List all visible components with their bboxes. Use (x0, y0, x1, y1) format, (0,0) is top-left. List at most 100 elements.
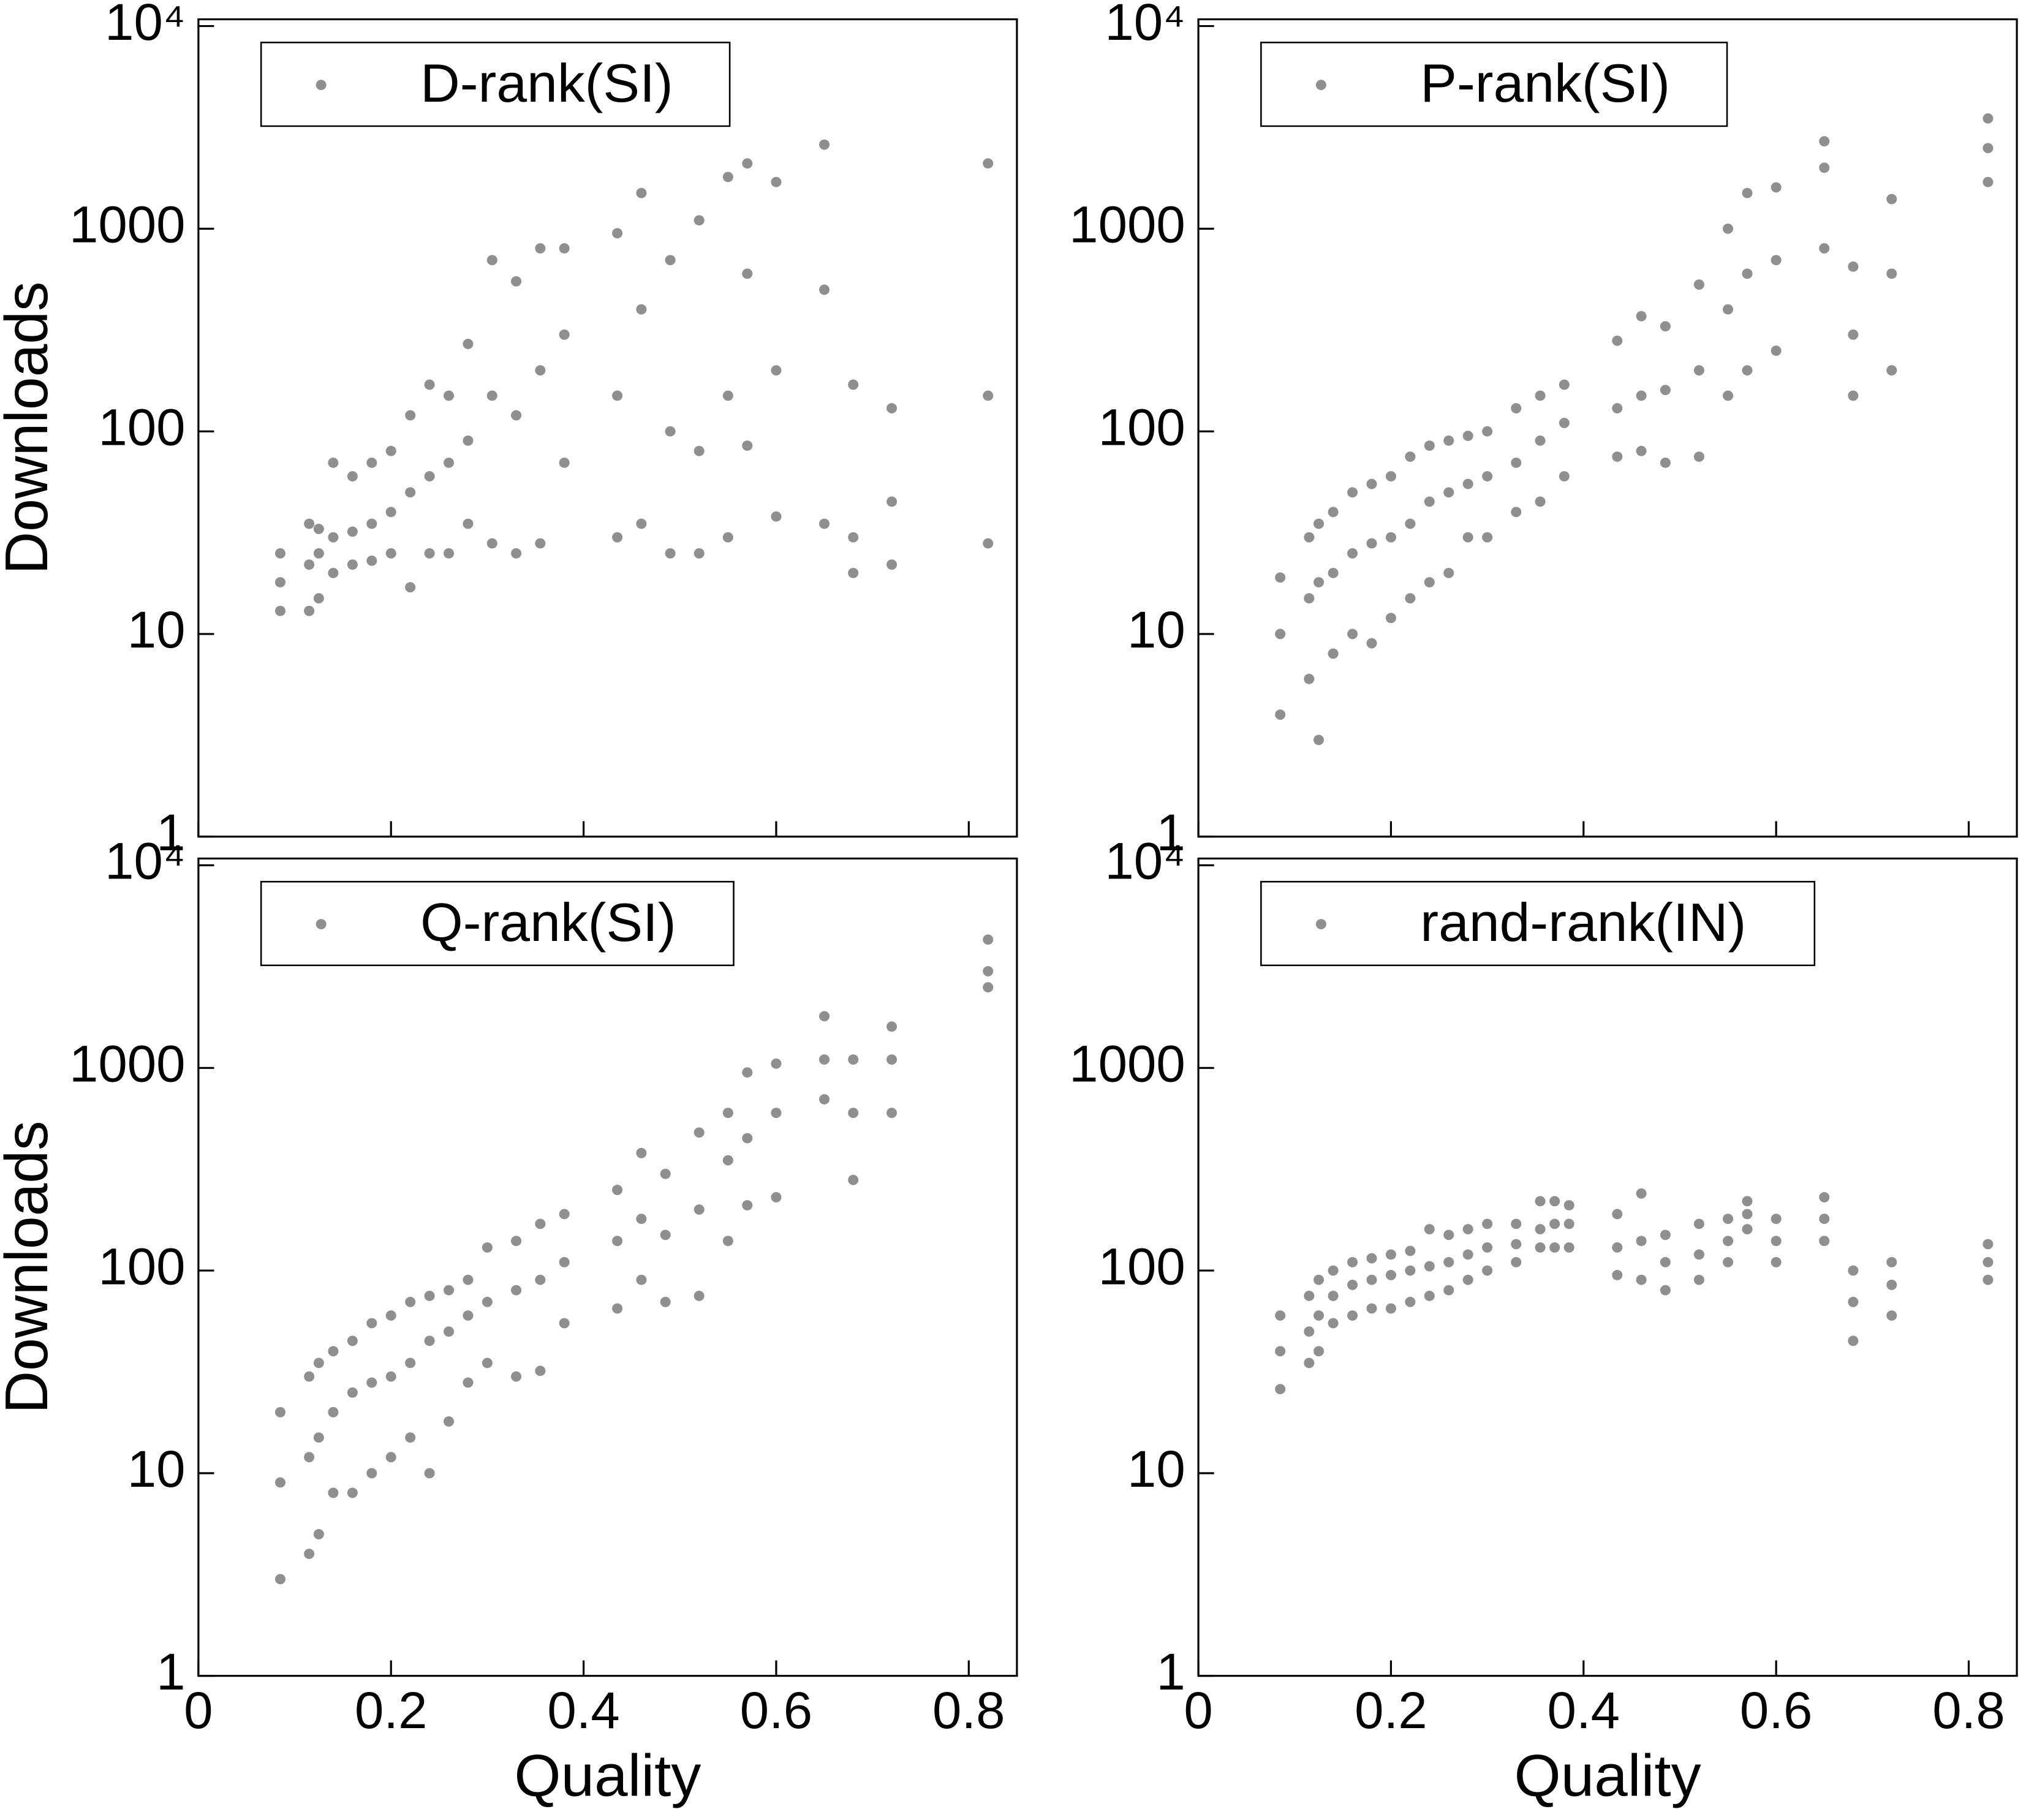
scatter-point (1723, 1236, 1734, 1247)
scatter-point (385, 1452, 396, 1463)
scatter-point (1636, 1188, 1647, 1199)
scatter-point (1636, 390, 1647, 401)
scatter-point (636, 304, 647, 315)
scatter-point (1462, 1249, 1473, 1260)
scatter-point (444, 1416, 455, 1427)
scatter-point (1424, 577, 1435, 587)
scatter-point (424, 379, 435, 390)
scatter-point (742, 1200, 753, 1210)
scatter-point (983, 982, 994, 993)
scatter-point (612, 390, 623, 401)
scatter-point (1424, 440, 1435, 451)
y-tick-label: 1000 (69, 1035, 186, 1092)
legend-marker (316, 919, 327, 930)
scatter-point (1549, 1242, 1560, 1253)
y-tick-label: 1 (156, 1642, 185, 1700)
scatter-point (1636, 1274, 1647, 1285)
scatter-point (1886, 1310, 1897, 1321)
scatter-point (274, 1407, 286, 1418)
scatter-point (1559, 418, 1570, 428)
scatter-point (848, 379, 859, 390)
scatter-point (463, 1274, 474, 1285)
scatter-point (1462, 532, 1473, 543)
scatter-point (1443, 1285, 1454, 1296)
scatter-point (1742, 268, 1753, 279)
scatter-point (1636, 311, 1647, 322)
scatter-point (1462, 431, 1473, 441)
plot-frame (1197, 18, 2018, 838)
scatter-point (328, 532, 339, 543)
legend-label: Q-rank(SI) (420, 893, 676, 953)
scatter-point (848, 1108, 859, 1119)
scatter-point (366, 518, 377, 529)
x-tick-label: 0.8 (932, 1681, 1005, 1739)
scatter-point (1328, 507, 1339, 518)
scatter-point (1819, 243, 1830, 254)
scatter-point (983, 390, 994, 401)
scatter-point (1366, 478, 1377, 489)
scatter-point (424, 1335, 435, 1346)
scatter-point (1424, 496, 1435, 507)
scatter-point (511, 1236, 522, 1247)
scatter-point (848, 532, 859, 543)
scatter-point (636, 1274, 647, 1285)
x-tick-label: 0 (1184, 1681, 1212, 1739)
scatter-point (771, 511, 782, 522)
scatter-point (1693, 1249, 1704, 1260)
scatter-point (535, 1365, 546, 1376)
scatter-point (1304, 593, 1315, 604)
scatter-point (347, 471, 358, 481)
y-tick-label: 10 (1127, 1440, 1185, 1498)
scatter-point (819, 284, 830, 295)
scatter-point (722, 1236, 733, 1247)
scatter-point (304, 1549, 315, 1559)
legend-box (260, 881, 735, 967)
scatter-point (405, 487, 416, 498)
scatter-point (1660, 1229, 1671, 1240)
scatter-point (1328, 567, 1339, 578)
scatter-point (1462, 1224, 1473, 1234)
scatter-point (665, 426, 676, 437)
scatter-point (313, 524, 324, 534)
scatter-point (463, 518, 474, 529)
scatter-point (1347, 548, 1358, 559)
scatter-point (1886, 194, 1897, 205)
scatter-point (444, 1285, 455, 1296)
scatter-point (1535, 1196, 1546, 1207)
scatter-point (1771, 255, 1782, 266)
scatter-point (347, 1487, 358, 1498)
legend-label: P-rank(SI) (1420, 53, 1670, 113)
scatter-point (1482, 1242, 1493, 1253)
scatter-point (304, 1371, 315, 1382)
scatter-point (511, 1371, 522, 1382)
scatter-point (511, 1285, 522, 1296)
scatter-point (1443, 1229, 1454, 1240)
scatter-point (1328, 1265, 1339, 1276)
scatter-point (1405, 593, 1416, 604)
scatter-point (511, 276, 522, 287)
scatter-point (1535, 390, 1546, 401)
scatter-point (1424, 1291, 1435, 1301)
scatter-point (1886, 1256, 1897, 1267)
scatter-point (313, 1529, 324, 1539)
scatter-point (742, 158, 753, 169)
plot-frame (197, 857, 1018, 1677)
scatter-point (1366, 638, 1377, 649)
y-axis-label: Downloads (0, 282, 60, 575)
scatter-point (486, 538, 497, 549)
scatter-point (347, 559, 358, 570)
scatter-point (1693, 279, 1704, 290)
scatter-point (1275, 629, 1286, 640)
scatter-point (1275, 572, 1286, 583)
scatter-point (328, 1487, 339, 1498)
scatter-point (1347, 487, 1358, 498)
scatter-point (771, 176, 782, 187)
scatter-point (274, 548, 286, 559)
scatter-point (1366, 1274, 1377, 1285)
scatter-point (1535, 1242, 1546, 1253)
y-tick-label: 1 (156, 803, 185, 861)
scatter-point (612, 1303, 623, 1314)
scatter-point (771, 1058, 782, 1069)
scatter-point (1347, 1256, 1358, 1267)
scatter-point (559, 1318, 570, 1329)
